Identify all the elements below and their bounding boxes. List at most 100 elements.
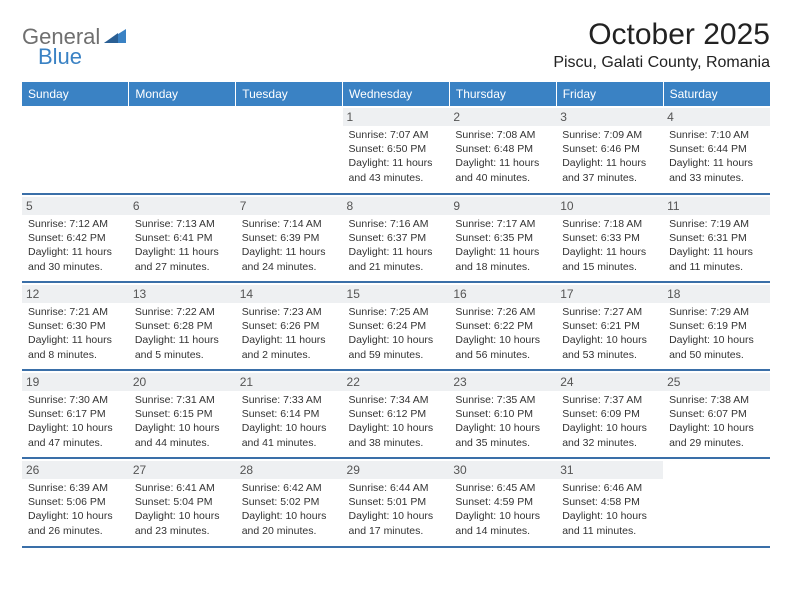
day-number: 7 [236,197,343,215]
day-info: Sunrise: 7:13 AMSunset: 6:41 PMDaylight:… [135,217,230,274]
bottom-border [22,546,770,548]
day-info: Sunrise: 7:27 AMSunset: 6:21 PMDaylight:… [562,305,657,362]
day-number: 11 [663,197,770,215]
calendar-day-cell: 12 Sunrise: 7:21 AMSunset: 6:30 PMDayligh… [22,282,129,370]
calendar-day-cell: 7 Sunrise: 7:14 AMSunset: 6:39 PMDaylight… [236,194,343,282]
day-info: Sunrise: 7:35 AMSunset: 6:10 PMDaylight:… [455,393,550,450]
calendar-day-cell: 15 Sunrise: 7:25 AMSunset: 6:24 PMDayligh… [343,282,450,370]
day-number: 31 [556,461,663,479]
day-info: Sunrise: 7:18 AMSunset: 6:33 PMDaylight:… [562,217,657,274]
calendar-day-cell: 14 Sunrise: 7:23 AMSunset: 6:26 PMDayligh… [236,282,343,370]
calendar-day-cell [22,106,129,194]
calendar-week-row: 1Sunrise: 7:07 AMSunset: 6:50 PMDaylight… [22,106,770,194]
calendar-day-cell: 8 Sunrise: 7:16 AMSunset: 6:37 PMDaylight… [343,194,450,282]
day-info: Sunrise: 7:07 AMSunset: 6:50 PMDaylight:… [349,128,444,185]
calendar-day-cell: 23 Sunrise: 7:35 AMSunset: 6:10 PMDayligh… [449,370,556,458]
calendar-week-row: 12 Sunrise: 7:21 AMSunset: 6:30 PMDayligh… [22,282,770,370]
day-number: 26 [22,461,129,479]
day-info: Sunrise: 7:34 AMSunset: 6:12 PMDaylight:… [349,393,444,450]
calendar-day-cell: 28Sunrise: 6:42 AMSunset: 5:02 PMDayligh… [236,458,343,546]
calendar-day-cell: 4Sunrise: 7:10 AMSunset: 6:44 PMDaylight… [663,106,770,194]
day-number: 24 [556,373,663,391]
calendar-day-cell: 22 Sunrise: 7:34 AMSunset: 6:12 PMDayligh… [343,370,450,458]
day-number: 6 [129,197,236,215]
day-number: 4 [663,108,770,126]
day-number: 10 [556,197,663,215]
day-number: 8 [343,197,450,215]
day-info: Sunrise: 7:30 AMSunset: 6:17 PMDaylight:… [28,393,123,450]
calendar-day-cell: 21 Sunrise: 7:33 AMSunset: 6:14 PMDayligh… [236,370,343,458]
day-info: Sunrise: 7:25 AMSunset: 6:24 PMDaylight:… [349,305,444,362]
calendar-day-cell: 27Sunrise: 6:41 AMSunset: 5:04 PMDayligh… [129,458,236,546]
calendar-day-cell: 17 Sunrise: 7:27 AMSunset: 6:21 PMDayligh… [556,282,663,370]
day-info: Sunrise: 7:09 AMSunset: 6:46 PMDaylight:… [562,128,657,185]
day-info: Sunrise: 7:16 AMSunset: 6:37 PMDaylight:… [349,217,444,274]
day-info: Sunrise: 7:31 AMSunset: 6:15 PMDaylight:… [135,393,230,450]
calendar-day-cell [129,106,236,194]
calendar-week-row: 26 Sunrise: 6:39 AMSunset: 5:06 PMDayligh… [22,458,770,546]
weekday-header: Monday [129,82,236,106]
calendar-day-cell: 30Sunrise: 6:45 AMSunset: 4:59 PMDayligh… [449,458,556,546]
day-info: Sunrise: 7:08 AMSunset: 6:48 PMDaylight:… [455,128,550,185]
day-number: 16 [449,285,556,303]
day-number: 23 [449,373,556,391]
month-title: October 2025 [553,18,770,52]
calendar-week-row: 5Sunrise: 7:12 AMSunset: 6:42 PMDaylight… [22,194,770,282]
day-info: Sunrise: 7:23 AMSunset: 6:26 PMDaylight:… [242,305,337,362]
location: Piscu, Galati County, Romania [553,54,770,72]
calendar-day-cell: 24 Sunrise: 7:37 AMSunset: 6:09 PMDayligh… [556,370,663,458]
day-info: Sunrise: 7:33 AMSunset: 6:14 PMDaylight:… [242,393,337,450]
calendar-day-cell: 25 Sunrise: 7:38 AMSunset: 6:07 PMDayligh… [663,370,770,458]
day-info: Sunrise: 7:26 AMSunset: 6:22 PMDaylight:… [455,305,550,362]
header: General October 2025 Piscu, Galati Count… [22,18,770,72]
day-number: 15 [343,285,450,303]
day-number: 27 [129,461,236,479]
day-info: Sunrise: 7:17 AMSunset: 6:35 PMDaylight:… [455,217,550,274]
calendar-week-row: 19 Sunrise: 7:30 AMSunset: 6:17 PMDayligh… [22,370,770,458]
day-info: Sunrise: 7:19 AMSunset: 6:31 PMDaylight:… [669,217,764,274]
day-number: 22 [343,373,450,391]
calendar-day-cell: 13Sunrise: 7:22 AMSunset: 6:28 PMDayligh… [129,282,236,370]
calendar-day-cell: 2Sunrise: 7:08 AMSunset: 6:48 PMDaylight… [449,106,556,194]
calendar-table: Sunday Monday Tuesday Wednesday Thursday… [22,82,770,546]
day-info: Sunrise: 7:29 AMSunset: 6:19 PMDaylight:… [669,305,764,362]
day-number: 18 [663,285,770,303]
day-info: Sunrise: 6:39 AMSunset: 5:06 PMDaylight:… [28,481,123,538]
day-info: Sunrise: 6:44 AMSunset: 5:01 PMDaylight:… [349,481,444,538]
day-info: Sunrise: 6:45 AMSunset: 4:59 PMDaylight:… [455,481,550,538]
day-info: Sunrise: 7:37 AMSunset: 6:09 PMDaylight:… [562,393,657,450]
day-info: Sunrise: 7:38 AMSunset: 6:07 PMDaylight:… [669,393,764,450]
calendar-day-cell: 31 Sunrise: 6:46 AMSunset: 4:58 PMDayligh… [556,458,663,546]
calendar-day-cell: 9 Sunrise: 7:17 AMSunset: 6:35 PMDaylight… [449,194,556,282]
weekday-header-row: Sunday Monday Tuesday Wednesday Thursday… [22,82,770,106]
day-number: 28 [236,461,343,479]
day-info: Sunrise: 7:14 AMSunset: 6:39 PMDaylight:… [242,217,337,274]
day-number: 13 [129,285,236,303]
day-number: 9 [449,197,556,215]
weekday-header: Tuesday [236,82,343,106]
calendar-day-cell: 10 Sunrise: 7:18 AMSunset: 6:33 PMDayligh… [556,194,663,282]
weekday-header: Saturday [663,82,770,106]
day-number: 20 [129,373,236,391]
weekday-header: Friday [556,82,663,106]
day-number: 14 [236,285,343,303]
day-info: Sunrise: 7:21 AMSunset: 6:30 PMDaylight:… [28,305,123,362]
calendar-day-cell: 26 Sunrise: 6:39 AMSunset: 5:06 PMDayligh… [22,458,129,546]
weekday-header: Sunday [22,82,129,106]
day-number: 21 [236,373,343,391]
day-number: 3 [556,108,663,126]
calendar-day-cell: 11 Sunrise: 7:19 AMSunset: 6:31 PMDayligh… [663,194,770,282]
calendar-day-cell [663,458,770,546]
calendar-day-cell [236,106,343,194]
day-number: 12 [22,285,129,303]
day-number: 19 [22,373,129,391]
day-number: 17 [556,285,663,303]
calendar-day-cell: 29Sunrise: 6:44 AMSunset: 5:01 PMDayligh… [343,458,450,546]
calendar-day-cell: 3 Sunrise: 7:09 AMSunset: 6:46 PMDaylight… [556,106,663,194]
logo-triangle-icon [104,27,126,48]
calendar-day-cell: 19 Sunrise: 7:30 AMSunset: 6:17 PMDayligh… [22,370,129,458]
day-number: 25 [663,373,770,391]
calendar-day-cell: 6 Sunrise: 7:13 AMSunset: 6:41 PMDaylight… [129,194,236,282]
logo-word-blue: Blue [38,44,82,70]
day-info: Sunrise: 6:46 AMSunset: 4:58 PMDaylight:… [562,481,657,538]
